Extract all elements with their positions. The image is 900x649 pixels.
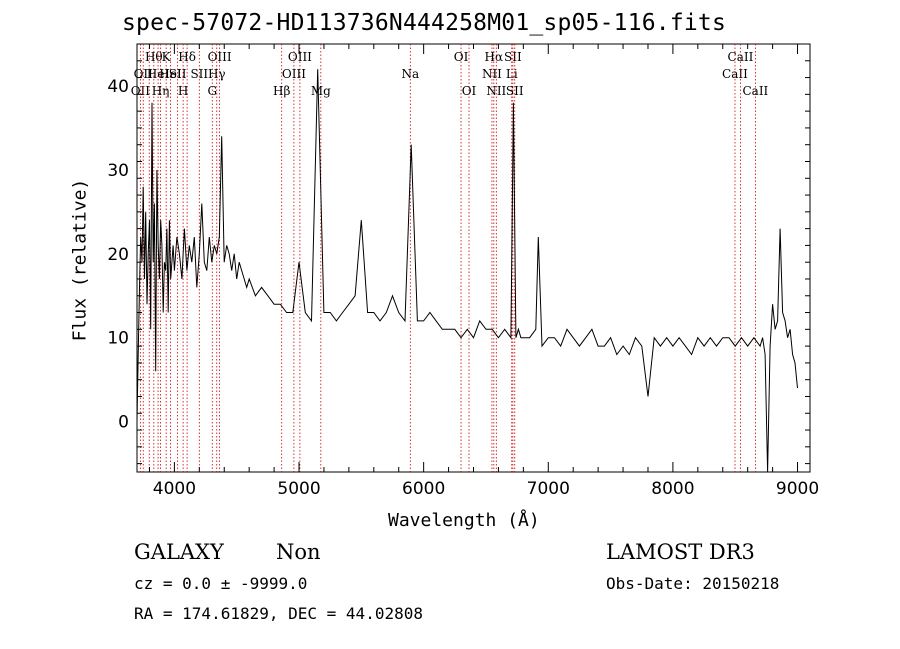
chart-title: spec-57072-HD113736N444258M01_sp05-116.f… [122, 10, 727, 36]
line-label: HeI [159, 67, 182, 81]
line-label: OII [131, 84, 151, 98]
y-tick-label: 30 [107, 161, 129, 181]
line-label: CaII [742, 84, 768, 98]
survey-name: LAMOST DR3 [606, 540, 755, 564]
ra-dec-coords: RA = 174.61829, DEC = 44.02808 [134, 604, 423, 623]
line-label: Hβ [273, 84, 290, 98]
y-tick-label: 40 [107, 77, 129, 97]
line-label: SII [190, 67, 208, 81]
y-axis-label: Flux (relative) [69, 178, 91, 342]
line-label: Mg [311, 84, 331, 98]
line-label: Na [401, 67, 419, 81]
line-label: NII [482, 67, 502, 81]
y-tick-label: 10 [107, 329, 129, 349]
object-class: GALAXY [134, 540, 224, 564]
line-label: Hα [485, 50, 504, 64]
y-tick-label: 0 [118, 413, 129, 433]
line-label: K [162, 50, 172, 64]
spectrum-line [136, 69, 798, 473]
obs-date: Obs-Date: 20150218 [606, 574, 780, 593]
x-tick-label: 5000 [277, 479, 320, 499]
x-tick-label: 6000 [402, 479, 445, 499]
line-label: OIII [208, 50, 232, 64]
line-label: CaII [728, 50, 754, 64]
x-tick-label: 9000 [776, 479, 819, 499]
line-label: OI [462, 84, 477, 98]
x-tick-label: 8000 [651, 479, 694, 499]
line-label: Li [506, 67, 518, 81]
line-label: HeI [147, 67, 170, 81]
x-tick-label: 4000 [153, 479, 196, 499]
line-label: OIII [282, 67, 306, 81]
y-tick-label: 20 [107, 245, 129, 265]
line-label: H [178, 84, 188, 98]
line-label: SII [169, 67, 187, 81]
line-label: OIII [288, 50, 312, 64]
x-axis-label: Wavelength (Å) [388, 510, 540, 531]
line-label: SII [504, 50, 522, 64]
redshift-cz: cz = 0.0 ± -9999.0 [134, 574, 308, 593]
line-label: Hθ [145, 50, 163, 64]
line-label: Hγ [208, 67, 226, 81]
x-tick-label: 7000 [527, 479, 570, 499]
line-label: Hδ [178, 50, 196, 64]
line-label: SII [506, 84, 524, 98]
line-label: G [207, 84, 217, 98]
line-label: CaII [722, 67, 748, 81]
object-subclass: Non [276, 540, 321, 564]
line-label: OI [454, 50, 469, 64]
line-label: NII [486, 84, 506, 98]
line-label: Hη [152, 84, 170, 98]
plot-frame [136, 43, 811, 473]
